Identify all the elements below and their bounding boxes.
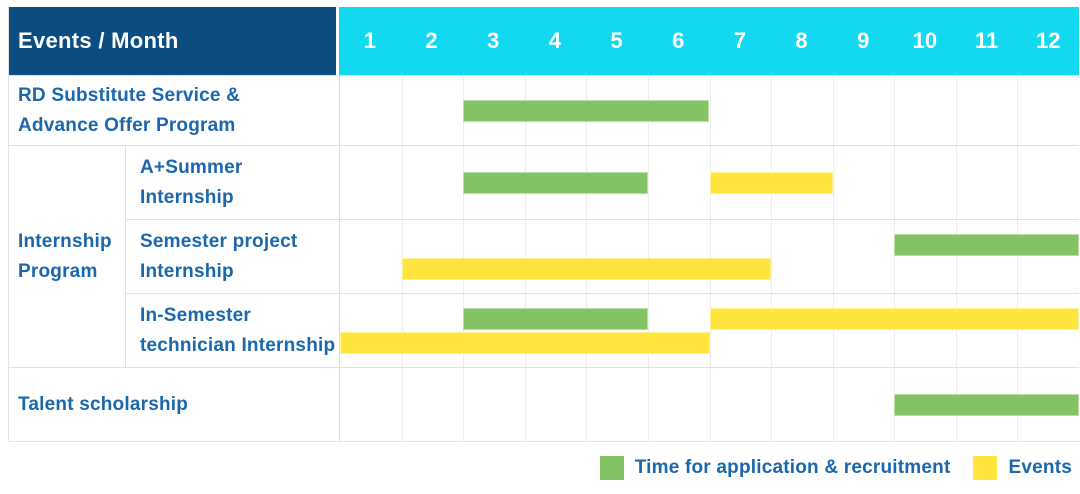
- month-gridline: [1017, 146, 1019, 219]
- month-gridline: [955, 76, 957, 145]
- legend-label: Events: [1008, 457, 1072, 478]
- month-gridline: [586, 368, 588, 441]
- row-label-semester-project: Semester project Internship: [125, 219, 339, 293]
- month-header-cell: 5: [610, 28, 623, 53]
- legend-item-application: Time for application & recruitment: [599, 456, 951, 480]
- gantt-bar-green: [463, 171, 648, 194]
- month-gridline: [586, 294, 588, 367]
- month-gridline: [401, 294, 403, 367]
- month-gridline: [894, 294, 896, 367]
- gantt-row-talent-scholarship: [339, 367, 1079, 441]
- month-header-cell: 2: [425, 28, 438, 53]
- month-gridline: [647, 146, 649, 219]
- gantt-bar-green: [894, 233, 1079, 256]
- legend: Time for application & recruitment Event…: [599, 455, 1072, 481]
- month-header-row: 1 2 3 4 5 6 7 8 9 10 11 12: [339, 7, 1079, 75]
- month-gridline: [524, 368, 526, 441]
- month-gridline: [647, 220, 649, 293]
- month-gridline: [463, 220, 465, 293]
- month-gridline: [709, 294, 711, 367]
- month-gridline: [401, 76, 403, 145]
- month-gridline: [894, 76, 896, 145]
- gantt-bar-yellow: [709, 171, 833, 194]
- month-gridline: [401, 220, 403, 293]
- month-gridline: [832, 220, 834, 293]
- gantt-row-rd-substitute: [339, 75, 1079, 145]
- month-gridline: [709, 76, 711, 145]
- month-header-cell: 7: [733, 28, 746, 53]
- legend-item-events: Events: [973, 456, 1072, 480]
- month-gridline: [709, 220, 711, 293]
- label-line: Talent scholarship: [18, 393, 189, 415]
- month-gridline: [463, 368, 465, 441]
- month-gridline: [1017, 220, 1019, 293]
- label-line: Internship: [140, 186, 234, 208]
- month-gridline: [1017, 76, 1019, 145]
- month-gridline: [1017, 294, 1019, 367]
- month-header-cell: 11: [974, 28, 999, 53]
- yellow-swatch-icon: [973, 456, 998, 480]
- label-line: Advance Offer Program: [18, 114, 236, 136]
- gantt-bar-yellow: [709, 307, 1079, 330]
- label-line: A+Summer: [140, 156, 243, 178]
- month-gridline: [832, 146, 834, 219]
- month-gridline: [771, 368, 773, 441]
- gantt-row-semester-project: [339, 219, 1079, 293]
- month-gridline: [524, 220, 526, 293]
- month-gridline: [894, 146, 896, 219]
- gantt-row-in-semester-technician: [339, 293, 1079, 367]
- month-gridline: [524, 294, 526, 367]
- gantt-bar-green: [463, 307, 648, 330]
- corner-header-cell: Events / Month: [9, 7, 339, 75]
- month-gridline: [955, 220, 957, 293]
- month-gridline: [709, 368, 711, 441]
- label-line: technician Internship: [140, 334, 336, 356]
- month-header-cell: 12: [1035, 28, 1061, 53]
- label-line: Program: [18, 260, 98, 282]
- gantt-bar-green: [463, 99, 710, 122]
- label-line: In-Semester: [140, 304, 251, 326]
- label-line: Internship: [18, 230, 112, 252]
- month-gridline: [832, 368, 834, 441]
- month-gridline: [771, 220, 773, 293]
- month-gridline: [955, 146, 957, 219]
- label-line: RD Substitute Service &: [18, 84, 241, 106]
- month-gridline: [955, 294, 957, 367]
- month-gridline: [894, 220, 896, 293]
- row-label-talent-scholarship: Talent scholarship: [9, 367, 339, 441]
- month-header-cell: 6: [672, 28, 685, 53]
- gantt-bar-yellow: [340, 331, 710, 354]
- label-line: Semester project: [140, 230, 298, 252]
- month-header-cell: 9: [857, 28, 870, 53]
- gantt-bar-green: [894, 393, 1079, 416]
- gantt-table: Events / Month 1 2 3 4 5 6 7 8 9 10 11 12 RD Substi…: [8, 7, 1080, 442]
- month-gridline: [401, 146, 403, 219]
- green-swatch-icon: [599, 456, 624, 480]
- month-gridline: [647, 294, 649, 367]
- label-line: Internship: [140, 260, 234, 282]
- month-gridline: [832, 76, 834, 145]
- month-gridline: [401, 368, 403, 441]
- month-header-cell: 4: [548, 28, 561, 53]
- month-gridline: [463, 294, 465, 367]
- corner-header-label: Events / Month: [18, 28, 179, 53]
- month-gridline: [771, 76, 773, 145]
- row-label-in-semester-technician: In-Semester technician Internship: [125, 293, 339, 367]
- gantt-row-a-plus-summer: [339, 145, 1079, 219]
- month-gridline: [771, 294, 773, 367]
- legend-label: Time for application & recruitment: [634, 457, 951, 478]
- row-label-a-plus-summer: A+Summer Internship: [125, 145, 339, 219]
- row-label-rd-substitute: RD Substitute Service & Advance Offer Pr…: [9, 75, 339, 145]
- row-group-internship-program: Internship Program: [9, 145, 125, 367]
- month-header-cell: 3: [487, 28, 500, 53]
- month-gridline: [586, 220, 588, 293]
- month-header-cell: 10: [912, 28, 938, 53]
- month-gridline: [647, 368, 649, 441]
- month-gridline: [832, 294, 834, 367]
- gantt-bar-yellow: [401, 257, 772, 280]
- month-header-cell: 1: [363, 28, 376, 53]
- month-header-cell: 8: [795, 28, 808, 53]
